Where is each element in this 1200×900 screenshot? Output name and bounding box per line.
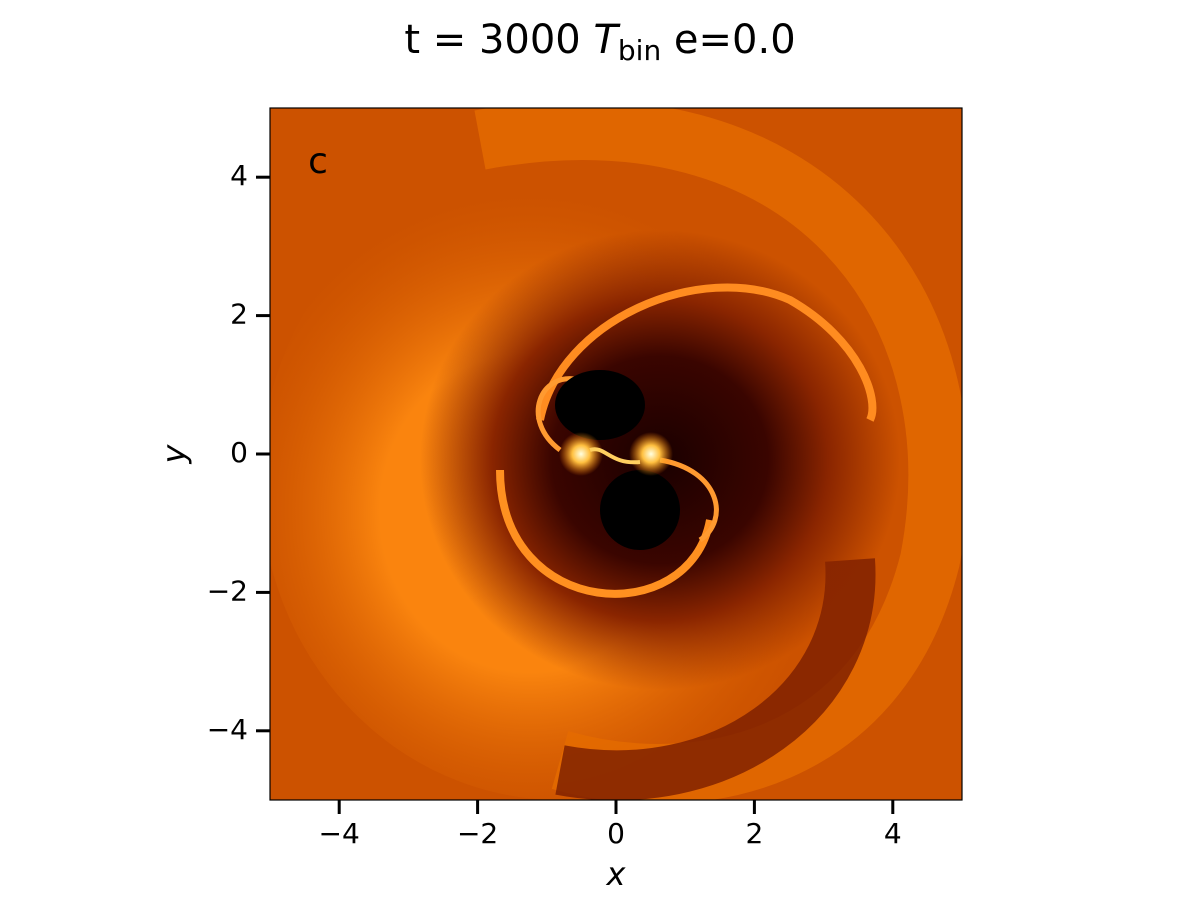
x-tick-label: 0 — [607, 817, 625, 850]
y-tick-label: 2 — [230, 298, 248, 331]
title-part: t = 3000 — [404, 17, 593, 63]
panel-label: c — [308, 141, 328, 182]
title-part: bin — [618, 34, 661, 67]
y-tick-label: 0 — [230, 436, 248, 469]
density-image — [270, 108, 962, 800]
title-part: T — [593, 17, 621, 63]
y-axis-label: y — [155, 443, 193, 464]
title-part: e=0.0 — [661, 17, 795, 63]
x-tick-label: −2 — [457, 817, 498, 850]
x-tick-label: −4 — [319, 817, 360, 850]
y-tick-label: −2 — [207, 574, 248, 607]
x-axis-label: x — [606, 855, 627, 893]
x-tick-label: 4 — [884, 817, 902, 850]
x-tick-label: 2 — [745, 817, 763, 850]
y-tick-label: −4 — [207, 713, 248, 746]
y-tick-label: 4 — [230, 159, 248, 192]
chart-title: t = 3000 Tbin e=0.0 — [404, 17, 795, 67]
